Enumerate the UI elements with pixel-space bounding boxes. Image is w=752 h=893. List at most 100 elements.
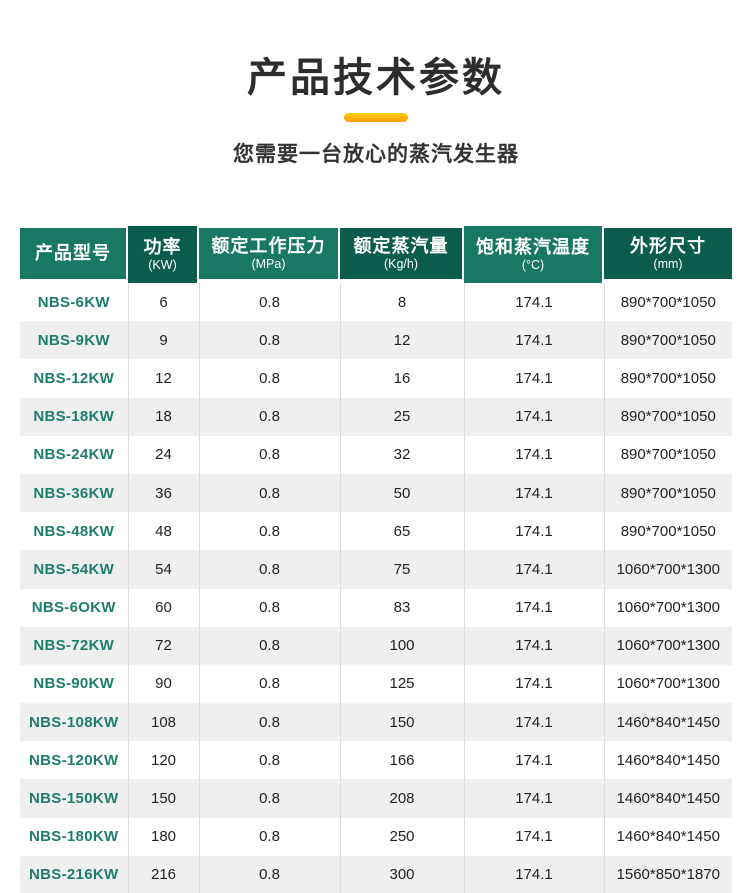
value-cell: 0.8: [198, 550, 340, 589]
value-cell: 1460*840*1450: [603, 817, 732, 856]
value-cell: 174.1: [463, 473, 604, 513]
model-cell: NBS-72KW: [33, 637, 115, 655]
value-cell: 174.1: [463, 664, 604, 704]
value-cell: 9: [127, 321, 199, 360]
value-cell: 48: [127, 512, 199, 551]
table-row: NBS-90KW 90 0.8 125 174.1 1060*700*1300: [20, 664, 732, 704]
header-label: 饱和蒸汽温度: [476, 236, 590, 257]
value-cell: 166: [339, 741, 464, 780]
value-cell: 890*700*1050: [603, 435, 732, 474]
value-cell: 1560*850*1870: [603, 855, 732, 893]
value-cell: 120: [127, 741, 199, 780]
value-cell: 174.1: [463, 321, 604, 360]
value-cell: 24: [127, 435, 199, 474]
header-unit: (mm): [653, 256, 683, 271]
value-cell: 8: [339, 283, 464, 322]
value-cell: 72: [127, 626, 199, 665]
value-cell: 150: [127, 779, 199, 818]
value-cell: 1460*840*1450: [603, 741, 732, 780]
table-row: NBS-18KW 18 0.8 25 174.1 890*700*1050: [20, 397, 732, 436]
table-row: NBS-48KW 48 0.8 65 174.1 890*700*1050: [20, 512, 732, 551]
value-cell: 0.8: [198, 626, 340, 665]
header-cell-pressure: 额定工作压力 (MPa): [199, 228, 338, 279]
model-cell: NBS-90KW: [33, 675, 115, 693]
model-cell: NBS-24KW: [33, 446, 115, 464]
spec-table-header: 产品型号 功率 (KW) 额定工作压力 (MPa) 额定蒸汽量 (Kg/h) 饱…: [20, 226, 732, 283]
value-cell: 90: [127, 664, 199, 704]
value-cell: 1460*840*1450: [603, 779, 732, 818]
header-unit: (MPa): [251, 256, 286, 271]
table-row: NBS-36KW 36 0.8 50 174.1 890*700*1050: [20, 473, 732, 513]
value-cell: 25: [339, 397, 464, 436]
table-row: NBS-24KW 24 0.8 32 174.1 890*700*1050: [20, 435, 732, 474]
value-cell: 174.1: [463, 550, 604, 589]
value-cell: 1460*840*1450: [603, 703, 732, 742]
value-cell: 0.8: [198, 397, 340, 436]
value-cell: 0.8: [198, 283, 340, 322]
model-cell: NBS-216KW: [29, 866, 119, 884]
table-row: NBS-12KW 12 0.8 16 174.1 890*700*1050: [20, 359, 732, 398]
value-cell: 0.8: [198, 321, 340, 360]
header-cell-power: 功率 (KW): [128, 226, 197, 283]
table-row: NBS-6KW 6 0.8 8 174.1 890*700*1050: [20, 283, 732, 322]
header-label: 外形尺寸: [630, 235, 706, 256]
value-cell: 0.8: [198, 779, 340, 818]
table-row: NBS-180KW 180 0.8 250 174.1 1460*840*1450: [20, 817, 732, 856]
table-row: NBS-120KW 120 0.8 166 174.1 1460*840*1450: [20, 741, 732, 780]
table-row: NBS-150KW 150 0.8 208 174.1 1460*840*1450: [20, 779, 732, 818]
header-cell-dimensions: 外形尺寸 (mm): [604, 228, 732, 279]
model-cell: NBS-12KW: [33, 369, 115, 387]
header-cell-steam-temp: 饱和蒸汽温度 (°C): [464, 226, 602, 283]
header-unit: (°C): [521, 257, 545, 272]
value-cell: 174.1: [463, 435, 604, 474]
header-unit: (Kg/h): [383, 256, 419, 271]
value-cell: 216: [127, 855, 199, 893]
model-cell: NBS-18KW: [33, 408, 115, 426]
value-cell: 100: [339, 626, 464, 665]
value-cell: 250: [339, 817, 464, 856]
value-cell: 890*700*1050: [603, 359, 732, 398]
header-label: 功率: [143, 236, 182, 257]
header-label: 额定工作压力: [211, 235, 326, 256]
title-accent-bar: [344, 113, 408, 122]
value-cell: 174.1: [463, 626, 604, 665]
value-cell: 1060*700*1300: [603, 550, 732, 589]
value-cell: 0.8: [198, 359, 340, 398]
value-cell: 36: [127, 473, 199, 513]
table-row: NBS-54KW 54 0.8 75 174.1 1060*700*1300: [20, 550, 732, 589]
value-cell: 174.1: [463, 359, 604, 398]
value-cell: 12: [339, 321, 464, 360]
table-row: NBS-108KW 108 0.8 150 174.1 1460*840*1450: [20, 703, 732, 742]
value-cell: 125: [339, 664, 464, 704]
value-cell: 65: [339, 512, 464, 551]
value-cell: 60: [127, 588, 199, 627]
page-title: 产品技术参数: [247, 56, 505, 100]
value-cell: 174.1: [463, 512, 604, 551]
model-cell: NBS-9KW: [37, 331, 110, 349]
value-cell: 890*700*1050: [603, 283, 732, 322]
value-cell: 54: [127, 550, 199, 589]
value-cell: 16: [339, 359, 464, 398]
model-cell: NBS-150KW: [29, 790, 119, 808]
table-row: NBS-9KW 9 0.8 12 174.1 890*700*1050: [20, 321, 732, 360]
model-cell: NBS-54KW: [33, 560, 115, 578]
model-cell: NBS-120KW: [29, 751, 119, 769]
model-cell: NBS-108KW: [29, 713, 119, 731]
value-cell: 1060*700*1300: [603, 588, 732, 627]
value-cell: 0.8: [198, 741, 340, 780]
value-cell: 75: [339, 550, 464, 589]
value-cell: 174.1: [463, 855, 604, 893]
table-row: NBS-72KW 72 0.8 100 174.1 1060*700*1300: [20, 626, 732, 665]
value-cell: 0.8: [198, 664, 340, 704]
value-cell: 174.1: [463, 817, 604, 856]
value-cell: 300: [339, 855, 464, 893]
table-row: NBS-6OKW 60 0.8 83 174.1 1060*700*1300: [20, 588, 732, 627]
model-cell: NBS-6KW: [37, 293, 110, 311]
value-cell: 83: [339, 588, 464, 627]
value-cell: 0.8: [198, 588, 340, 627]
value-cell: 18: [127, 397, 199, 436]
header-label: 额定蒸汽量: [353, 235, 449, 256]
value-cell: 174.1: [463, 397, 604, 436]
value-cell: 150: [339, 703, 464, 742]
